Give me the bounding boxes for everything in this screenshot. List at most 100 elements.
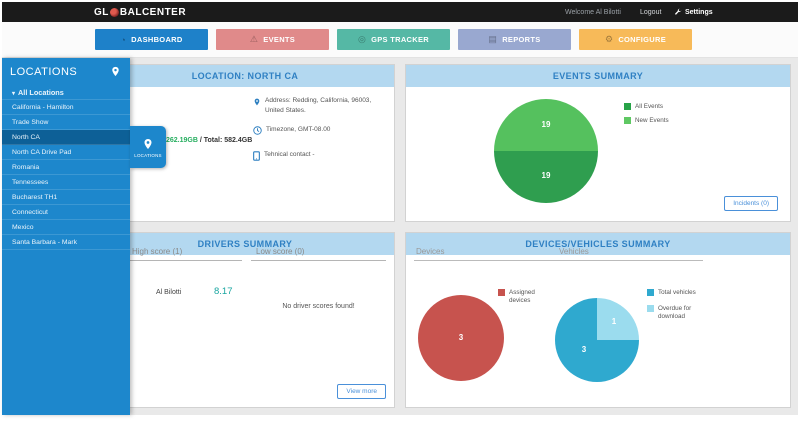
- total-vehicles-swatch: [647, 289, 654, 296]
- vehicles-pie-value-overdue: 1: [611, 317, 617, 326]
- nav-dashboard-label: DASHBOARD: [131, 35, 183, 44]
- nav-gps-tracker-label: GPS TRACKER: [371, 35, 430, 44]
- legend-item-total-vehicles: Total vehicles: [647, 289, 704, 297]
- gps-target-icon: ◎: [357, 34, 367, 44]
- events-pie-chart: [494, 99, 598, 203]
- timezone-row: Timezone, GMT-08.00: [253, 125, 387, 135]
- top-bar: GL BAL CENTER Welcome Al Bilotti Logout Se…: [2, 2, 798, 22]
- incidents-button[interactable]: Incidents (0): [724, 196, 778, 211]
- nav-reports-label: REPORTS: [502, 35, 541, 44]
- sidebar-item-bucharest-th1[interactable]: Bucharest TH1: [2, 190, 130, 205]
- sidebar-item-north-ca[interactable]: North CA: [2, 130, 130, 145]
- report-icon: ▤: [488, 34, 498, 44]
- nav-events-label: EVENTS: [263, 35, 296, 44]
- warning-icon: ⚠: [249, 34, 259, 44]
- globe-icon: [109, 7, 119, 17]
- view-more-button[interactable]: View more: [337, 384, 386, 399]
- storage-used-value: 262.19GB: [166, 137, 198, 144]
- sidebar-item-trade-show[interactable]: Trade Show: [2, 115, 130, 130]
- storage-usage: 262.19GB / Total: 582.4GB: [166, 137, 252, 144]
- drivers-panel: DRIVERS SUMMARY High score (1) Low score…: [95, 232, 395, 408]
- new-events-label: New Events: [635, 117, 669, 125]
- drivers-panel-title: DRIVERS SUMMARY: [96, 233, 394, 255]
- events-pie-value-all: 19: [541, 171, 551, 180]
- logout-link[interactable]: Logout: [640, 8, 662, 16]
- location-pin-icon: [144, 138, 152, 149]
- legend-item-assigned-devices: Assigned devices: [498, 289, 551, 305]
- locations-sidebar: LOCATIONS ▾ All Locations California - Ha…: [2, 58, 130, 415]
- settings-label: Settings: [685, 8, 713, 16]
- logo-text-gl: GL: [94, 6, 109, 18]
- total-vehicles-label: Total vehicles: [658, 289, 696, 296]
- contact-text: Tehnical contact -: [264, 151, 315, 158]
- sidebar-item-all-locations[interactable]: ▾ All Locations: [2, 85, 130, 100]
- locations-sidebar-header: LOCATIONS: [2, 58, 130, 85]
- new-events-swatch: [624, 117, 631, 125]
- location-panel-title: LOCATION: NORTH CA: [96, 65, 394, 87]
- vehicles-pie-chart: [555, 298, 639, 382]
- sidebar-item-mexico[interactable]: Mexico: [2, 220, 130, 235]
- address-text: Address: Redding, California, 96003, Uni…: [265, 97, 372, 114]
- vehicles-legend: Total vehicles Overdue for download: [647, 289, 704, 322]
- all-events-swatch: [624, 103, 631, 110]
- nav-reports-button[interactable]: ▤ REPORTS: [458, 29, 571, 50]
- locations-title: LOCATIONS: [10, 65, 78, 78]
- nav-configure-button[interactable]: ⚙ CONFIGURE: [579, 29, 692, 50]
- sidebar-item-connecticut[interactable]: Connecticut: [2, 205, 130, 220]
- driver-name: Al Bilotti: [156, 289, 182, 296]
- devices-vehicles-panel: DEVICES/VEHICLES SUMMARY Devices Vehicle…: [405, 232, 791, 408]
- storage-separator: / Total:: [197, 137, 225, 144]
- nav-configure-label: CONFIGURE: [618, 35, 667, 44]
- events-legend: All Events New Events: [624, 103, 687, 125]
- timezone-text: Timezone, GMT-08.00: [266, 126, 331, 133]
- overdue-download-swatch: [647, 305, 654, 313]
- location-pin-icon: [112, 66, 119, 77]
- app-logo: GL BAL CENTER: [94, 2, 186, 22]
- legend-item-new-events: New Events: [624, 117, 687, 125]
- main-nav: ◔ DASHBOARD ⚠ EVENTS ◎ GPS TRACKER ▤ REP…: [2, 22, 798, 58]
- events-panel-title: EVENTS SUMMARY: [406, 65, 790, 87]
- devices-section-header: Devices: [414, 247, 572, 261]
- wrench-icon: [675, 8, 682, 15]
- assigned-devices-label: Assigned devices: [509, 289, 535, 305]
- sidebar-item-north-ca-drive-pad[interactable]: North CA Drive Pad: [2, 145, 130, 160]
- sidebar-item-romania[interactable]: Romania: [2, 160, 130, 175]
- map-pin-icon: [254, 98, 260, 106]
- no-driver-scores-text: No driver scores found!: [282, 303, 355, 310]
- caret-down-icon: ▾: [12, 91, 16, 97]
- welcome-text: Welcome Al Bilotti: [565, 8, 621, 16]
- logo-text-bal: BAL: [119, 6, 142, 18]
- settings-button[interactable]: Settings: [674, 2, 713, 22]
- flyout-label: LOCATIONS: [134, 152, 162, 158]
- gear-icon: ⚙: [604, 34, 614, 44]
- locations-flyout-tab[interactable]: LOCATIONS: [130, 126, 166, 168]
- contact-row: Tehnical contact -: [253, 150, 387, 161]
- nav-events-button[interactable]: ⚠ EVENTS: [216, 29, 329, 50]
- storage-total-value: 582.4GB: [224, 137, 253, 144]
- low-score-header: Low score (0): [251, 247, 386, 261]
- nav-dashboard-button[interactable]: ◔ DASHBOARD: [95, 29, 208, 50]
- all-events-label: All Events: [635, 103, 663, 110]
- vehicles-pie-value-total: 3: [581, 345, 587, 354]
- sidebar-item-label: All Locations: [18, 88, 64, 97]
- events-panel: EVENTS SUMMARY 19 19 All Events New Even…: [405, 64, 791, 222]
- sidebar-item-santa-barbara-mark[interactable]: Santa Barbara - Mark: [2, 235, 130, 250]
- devices-pie-value: 3: [458, 333, 464, 342]
- devices-panel-title: DEVICES/VEHICLES SUMMARY: [406, 233, 790, 255]
- high-score-header: High score (1): [104, 247, 242, 261]
- events-pie-value-new: 19: [541, 120, 551, 129]
- legend-item-all-events: All Events: [624, 103, 687, 111]
- sidebar-item-tennessees[interactable]: Tennessees: [2, 175, 130, 190]
- address-row: Address: Redding, California, 96003, Uni…: [253, 96, 387, 116]
- nav-gps-tracker-button[interactable]: ◎ GPS TRACKER: [337, 29, 450, 50]
- tablet-icon: [253, 151, 260, 161]
- vehicles-section-header: Vehicles: [557, 247, 703, 261]
- logo-text-center: CENTER: [141, 6, 187, 18]
- legend-item-overdue-download: Overdue for download: [647, 305, 704, 321]
- dashboard-icon: ◔: [120, 34, 127, 45]
- sidebar-item-california-hamilton[interactable]: California - Hamilton: [2, 100, 130, 115]
- driver-score-value: 8.17: [214, 286, 233, 297]
- devices-legend: Assigned devices: [498, 289, 551, 305]
- assigned-devices-swatch: [498, 289, 505, 296]
